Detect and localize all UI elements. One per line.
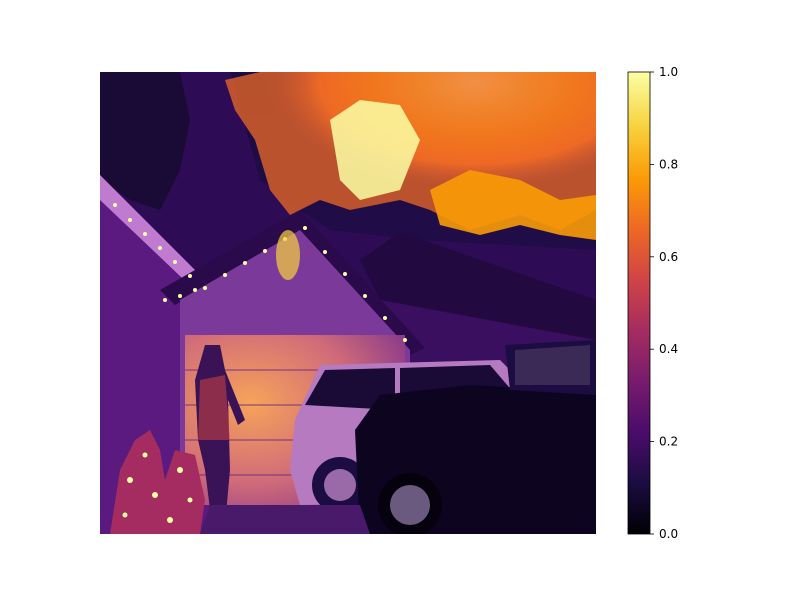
- colorbar-tick-label: 0.8: [659, 157, 678, 171]
- decoration-lights: [122, 452, 193, 523]
- dark-car-rim: [390, 485, 430, 525]
- gable-glow: [276, 230, 300, 280]
- colorbar: 0.0 0.2 0.4 0.6 0.8 1.0: [627, 65, 678, 541]
- colorbar-tick-label: 0.4: [659, 342, 678, 356]
- left-roof-edge: [100, 175, 210, 295]
- fire-core: [330, 100, 420, 200]
- suv-window-front: [305, 368, 395, 410]
- fire-ridge: [430, 170, 596, 240]
- driveway: [200, 505, 370, 534]
- yard-decorations: [110, 430, 205, 534]
- truck-window: [515, 345, 590, 385]
- colorbar-tick-label: 0.0: [659, 527, 678, 541]
- colorbar-gradient: [628, 72, 650, 534]
- colorbar-tick-label: 0.6: [659, 250, 678, 264]
- back-roof: [360, 232, 596, 340]
- colorbar-ticks: 0.0 0.2 0.4 0.6 0.8 1.0: [650, 65, 678, 541]
- colorbar-frame: [627, 71, 651, 535]
- suv-rim: [324, 469, 356, 501]
- colorbar-tick-label: 0.2: [659, 435, 678, 449]
- person-shirt: [198, 375, 230, 440]
- heatmap-image: [100, 72, 596, 534]
- left-trees: [100, 72, 190, 210]
- colorbar-tick-label: 1.0: [659, 65, 678, 79]
